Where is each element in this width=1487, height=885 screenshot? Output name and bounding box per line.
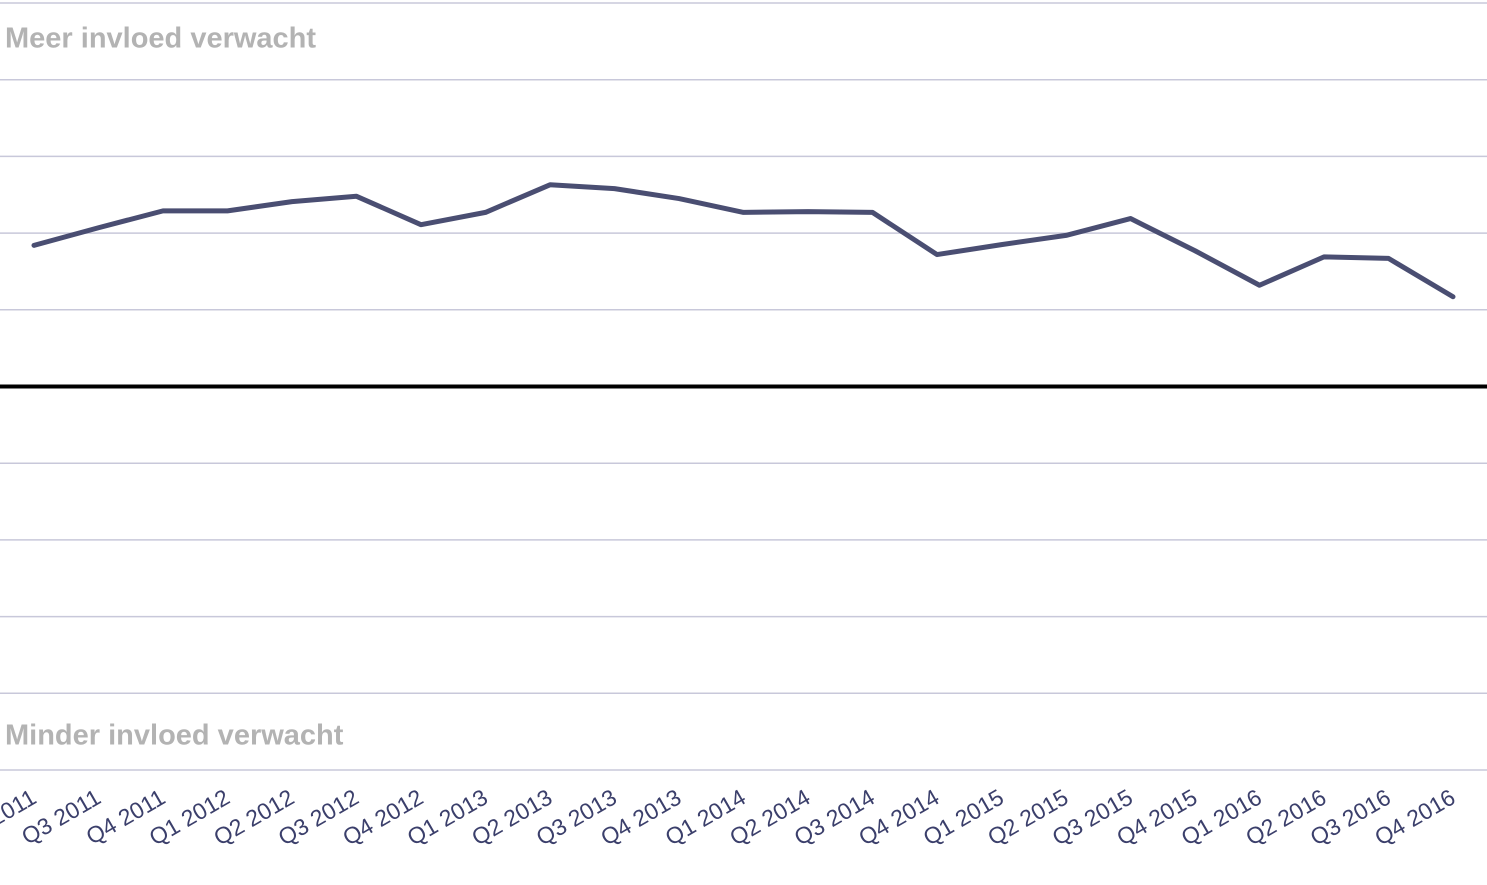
annotation-top: Meer invloed verwacht [5, 23, 316, 55]
line [31, 182, 1456, 300]
annotation-bottom: Minder invloed verwacht [5, 720, 344, 752]
